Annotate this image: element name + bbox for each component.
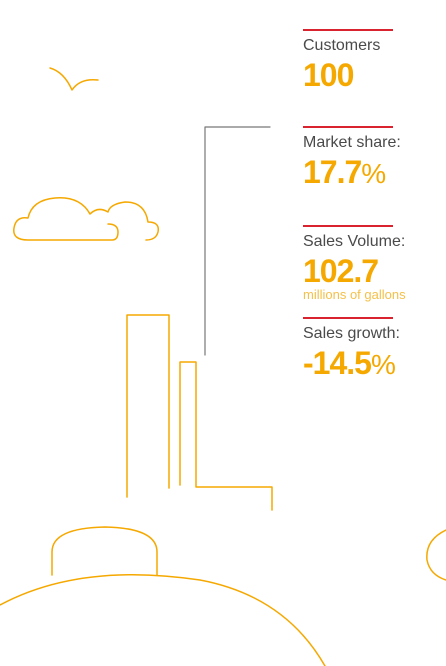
stat-value: 102.7 (303, 253, 446, 289)
stat-label: Sales growth: (303, 325, 446, 343)
stat-label: Sales Volume: (303, 233, 446, 251)
stat: Sales growth: -14.5% (303, 317, 446, 383)
stat-label: Customers (303, 37, 446, 55)
rule (303, 317, 393, 319)
stat: Market share: 17.7% (303, 126, 446, 192)
rule (303, 126, 393, 128)
bird (50, 68, 98, 90)
rule (303, 29, 393, 31)
hill (0, 575, 325, 666)
number: 100 (303, 57, 353, 93)
rule (303, 225, 393, 227)
number: 17.7 (303, 154, 361, 190)
stat-note: millions of gallons (303, 287, 446, 302)
cloud (14, 198, 159, 240)
stat-value: 100 (303, 57, 446, 93)
stat-value: -14.5% (303, 345, 446, 383)
stat-value: 17.7% (303, 154, 446, 192)
number: -14.5 (303, 345, 371, 381)
unit: % (371, 349, 395, 380)
arc (427, 530, 446, 580)
stat-label: Market share: (303, 134, 446, 152)
connector (205, 127, 270, 355)
page: Customers 100 Market share: 17.7% Sales … (0, 0, 446, 666)
unit: % (361, 158, 385, 189)
factory (127, 315, 272, 510)
dome (52, 527, 157, 575)
number: 102.7 (303, 253, 378, 289)
stat: Sales Volume: 102.7 millions of gallons (303, 225, 446, 302)
stat: Customers 100 (303, 29, 446, 93)
